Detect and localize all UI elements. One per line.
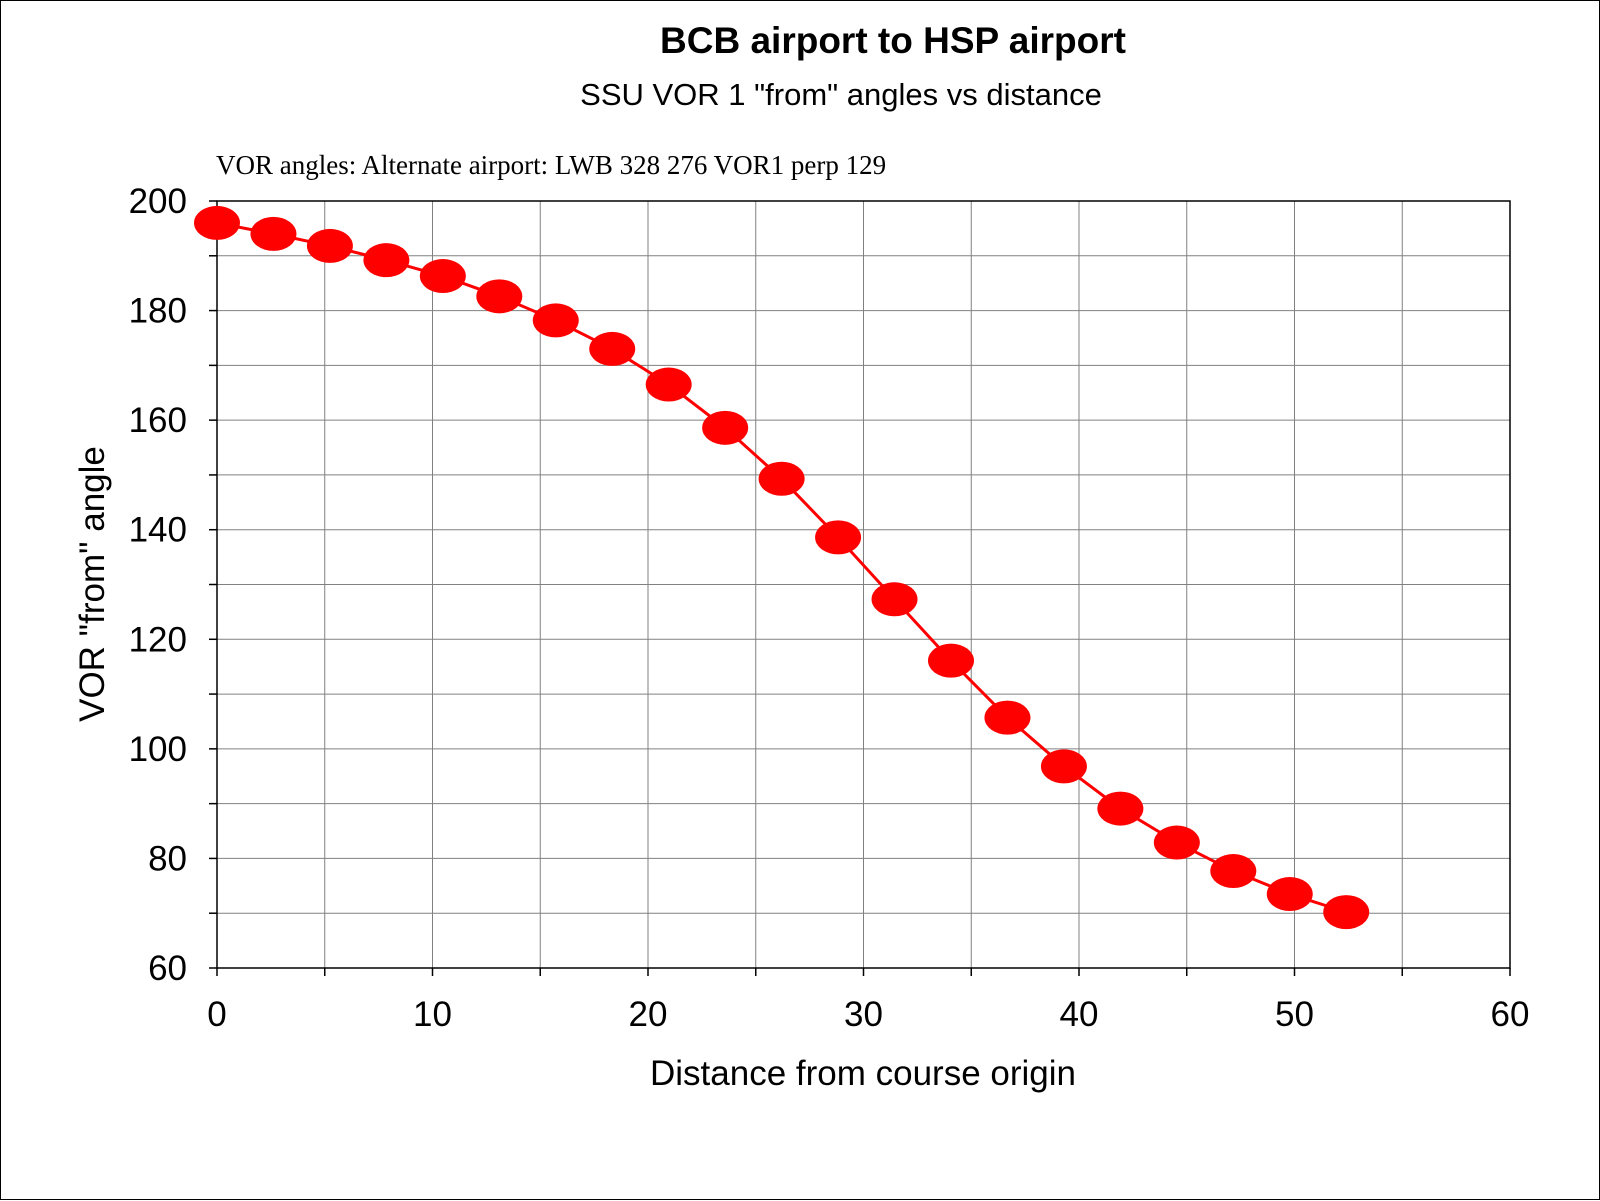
data-point xyxy=(702,410,749,445)
data-series xyxy=(194,205,1370,930)
y-tick-label: 140 xyxy=(129,511,187,550)
data-point xyxy=(984,700,1031,735)
data-point xyxy=(532,303,579,338)
data-point xyxy=(927,643,974,678)
x-tick-label: 20 xyxy=(629,995,668,1034)
x-tick-label: 10 xyxy=(413,995,452,1034)
y-tick-label: 120 xyxy=(129,620,187,659)
data-point xyxy=(645,367,692,402)
data-point xyxy=(871,582,918,617)
x-tick-label: 0 xyxy=(207,995,226,1034)
data-point xyxy=(758,461,805,496)
data-point xyxy=(1210,854,1257,889)
data-point xyxy=(815,520,862,555)
data-point xyxy=(1153,825,1200,860)
y-tick-label: 60 xyxy=(148,949,187,988)
x-tick-label: 50 xyxy=(1275,995,1314,1034)
data-point xyxy=(589,331,636,366)
y-tick-label: 100 xyxy=(129,730,187,769)
data-point xyxy=(1323,895,1370,930)
x-tick-label: 40 xyxy=(1060,995,1099,1034)
axis-ticks xyxy=(209,200,1511,976)
data-point xyxy=(1266,877,1313,912)
chart-subtitle: SSU VOR 1 "from" angles vs distance xyxy=(580,77,1102,112)
data-point xyxy=(419,259,466,294)
y-tick-label: 200 xyxy=(129,182,187,221)
x-tick-label: 30 xyxy=(844,995,883,1034)
gridlines xyxy=(217,201,1510,968)
data-point xyxy=(363,243,410,278)
series-line xyxy=(216,221,1347,914)
data-point xyxy=(194,205,240,240)
y-tick-label: 80 xyxy=(148,839,187,878)
data-point xyxy=(1040,749,1087,784)
y-tick-label: 180 xyxy=(129,292,187,331)
chart-annotation: VOR angles: Alternate airport: LWB 328 2… xyxy=(216,150,886,180)
tick-labels: 0 10 20 30 40 50 60 60 80 100 120 140 160 180 200 xyxy=(129,182,1530,1034)
chart-title: BCB airport to HSP airport xyxy=(660,20,1126,61)
data-point xyxy=(250,216,297,251)
x-tick-label: 60 xyxy=(1491,995,1530,1034)
data-point xyxy=(306,228,353,263)
data-point xyxy=(476,279,523,314)
x-axis-label: Distance from course origin xyxy=(650,1054,1076,1093)
y-tick-label: 160 xyxy=(129,401,187,440)
data-point xyxy=(1097,791,1144,826)
y-axis-label: VOR "from" angle xyxy=(73,446,112,722)
